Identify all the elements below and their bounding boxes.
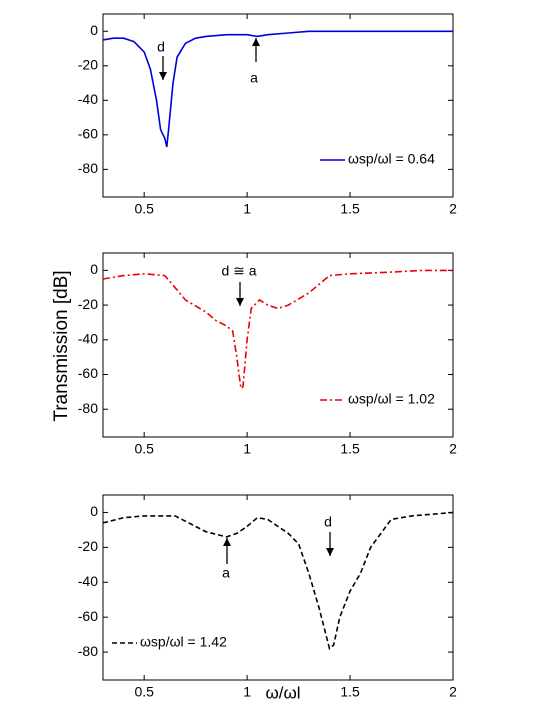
x-tick-label: 0.5 [134, 684, 154, 700]
x-tick-label: 0.5 [134, 201, 154, 217]
plot-frame [102, 494, 454, 681]
y-tick-label: -40 [78, 330, 98, 346]
annotation-arrowhead [159, 72, 167, 80]
y-tick-label: -80 [78, 400, 98, 416]
x-tick-label: 1.5 [340, 684, 360, 700]
series-line [102, 511, 454, 651]
plot-frame [102, 13, 454, 198]
annotation-label: a [250, 70, 258, 86]
y-tick-label: -20 [78, 538, 98, 554]
y-tick-label: -40 [78, 573, 98, 589]
y-tick-label: -80 [78, 160, 98, 176]
annotation-label: d [324, 514, 332, 530]
x-axis-label: ω/ωl [265, 683, 300, 702]
series-line [102, 269, 453, 390]
annotation-label: a [222, 565, 230, 581]
y-tick-label: -20 [78, 56, 98, 72]
x-tick-label: 1.5 [340, 441, 360, 457]
y-tick-label: -60 [78, 365, 98, 381]
y-tick-label: -20 [78, 296, 98, 312]
x-tick-label: 1 [243, 441, 251, 457]
legend-label: ωsp/ωl = 1.02 [348, 391, 435, 407]
plot-frame [102, 252, 454, 438]
legend-label: ωsp/ωl = 0.64 [348, 151, 435, 167]
annotation-label: d ≅ a [221, 263, 256, 279]
x-tick-label: 1 [243, 201, 251, 217]
x-tick-label: 0.5 [134, 441, 154, 457]
series-line [102, 30, 453, 148]
y-tick-label: -60 [78, 608, 98, 624]
x-tick-label: 2 [449, 201, 457, 217]
annotation-arrowhead [236, 298, 244, 306]
y-tick-label: 0 [90, 261, 98, 277]
x-tick-label: 1 [243, 684, 251, 700]
x-tick-label: 2 [449, 441, 457, 457]
annotation-label: d [157, 39, 165, 55]
x-tick-label: 2 [449, 684, 457, 700]
y-axis-label: Transmission [dB] [51, 270, 72, 421]
annotation-arrowhead [252, 38, 260, 46]
y-tick-label: -80 [78, 643, 98, 659]
annotation-arrowhead [326, 548, 334, 556]
y-tick-label: 0 [90, 22, 98, 38]
x-tick-label: 1.5 [340, 201, 360, 217]
legend-label: ωsp/ωl = 1.42 [140, 634, 227, 650]
y-tick-label: 0 [90, 503, 98, 519]
y-tick-label: -60 [78, 126, 98, 142]
annotation-arrowhead [223, 538, 231, 546]
y-tick-label: -40 [78, 91, 98, 107]
